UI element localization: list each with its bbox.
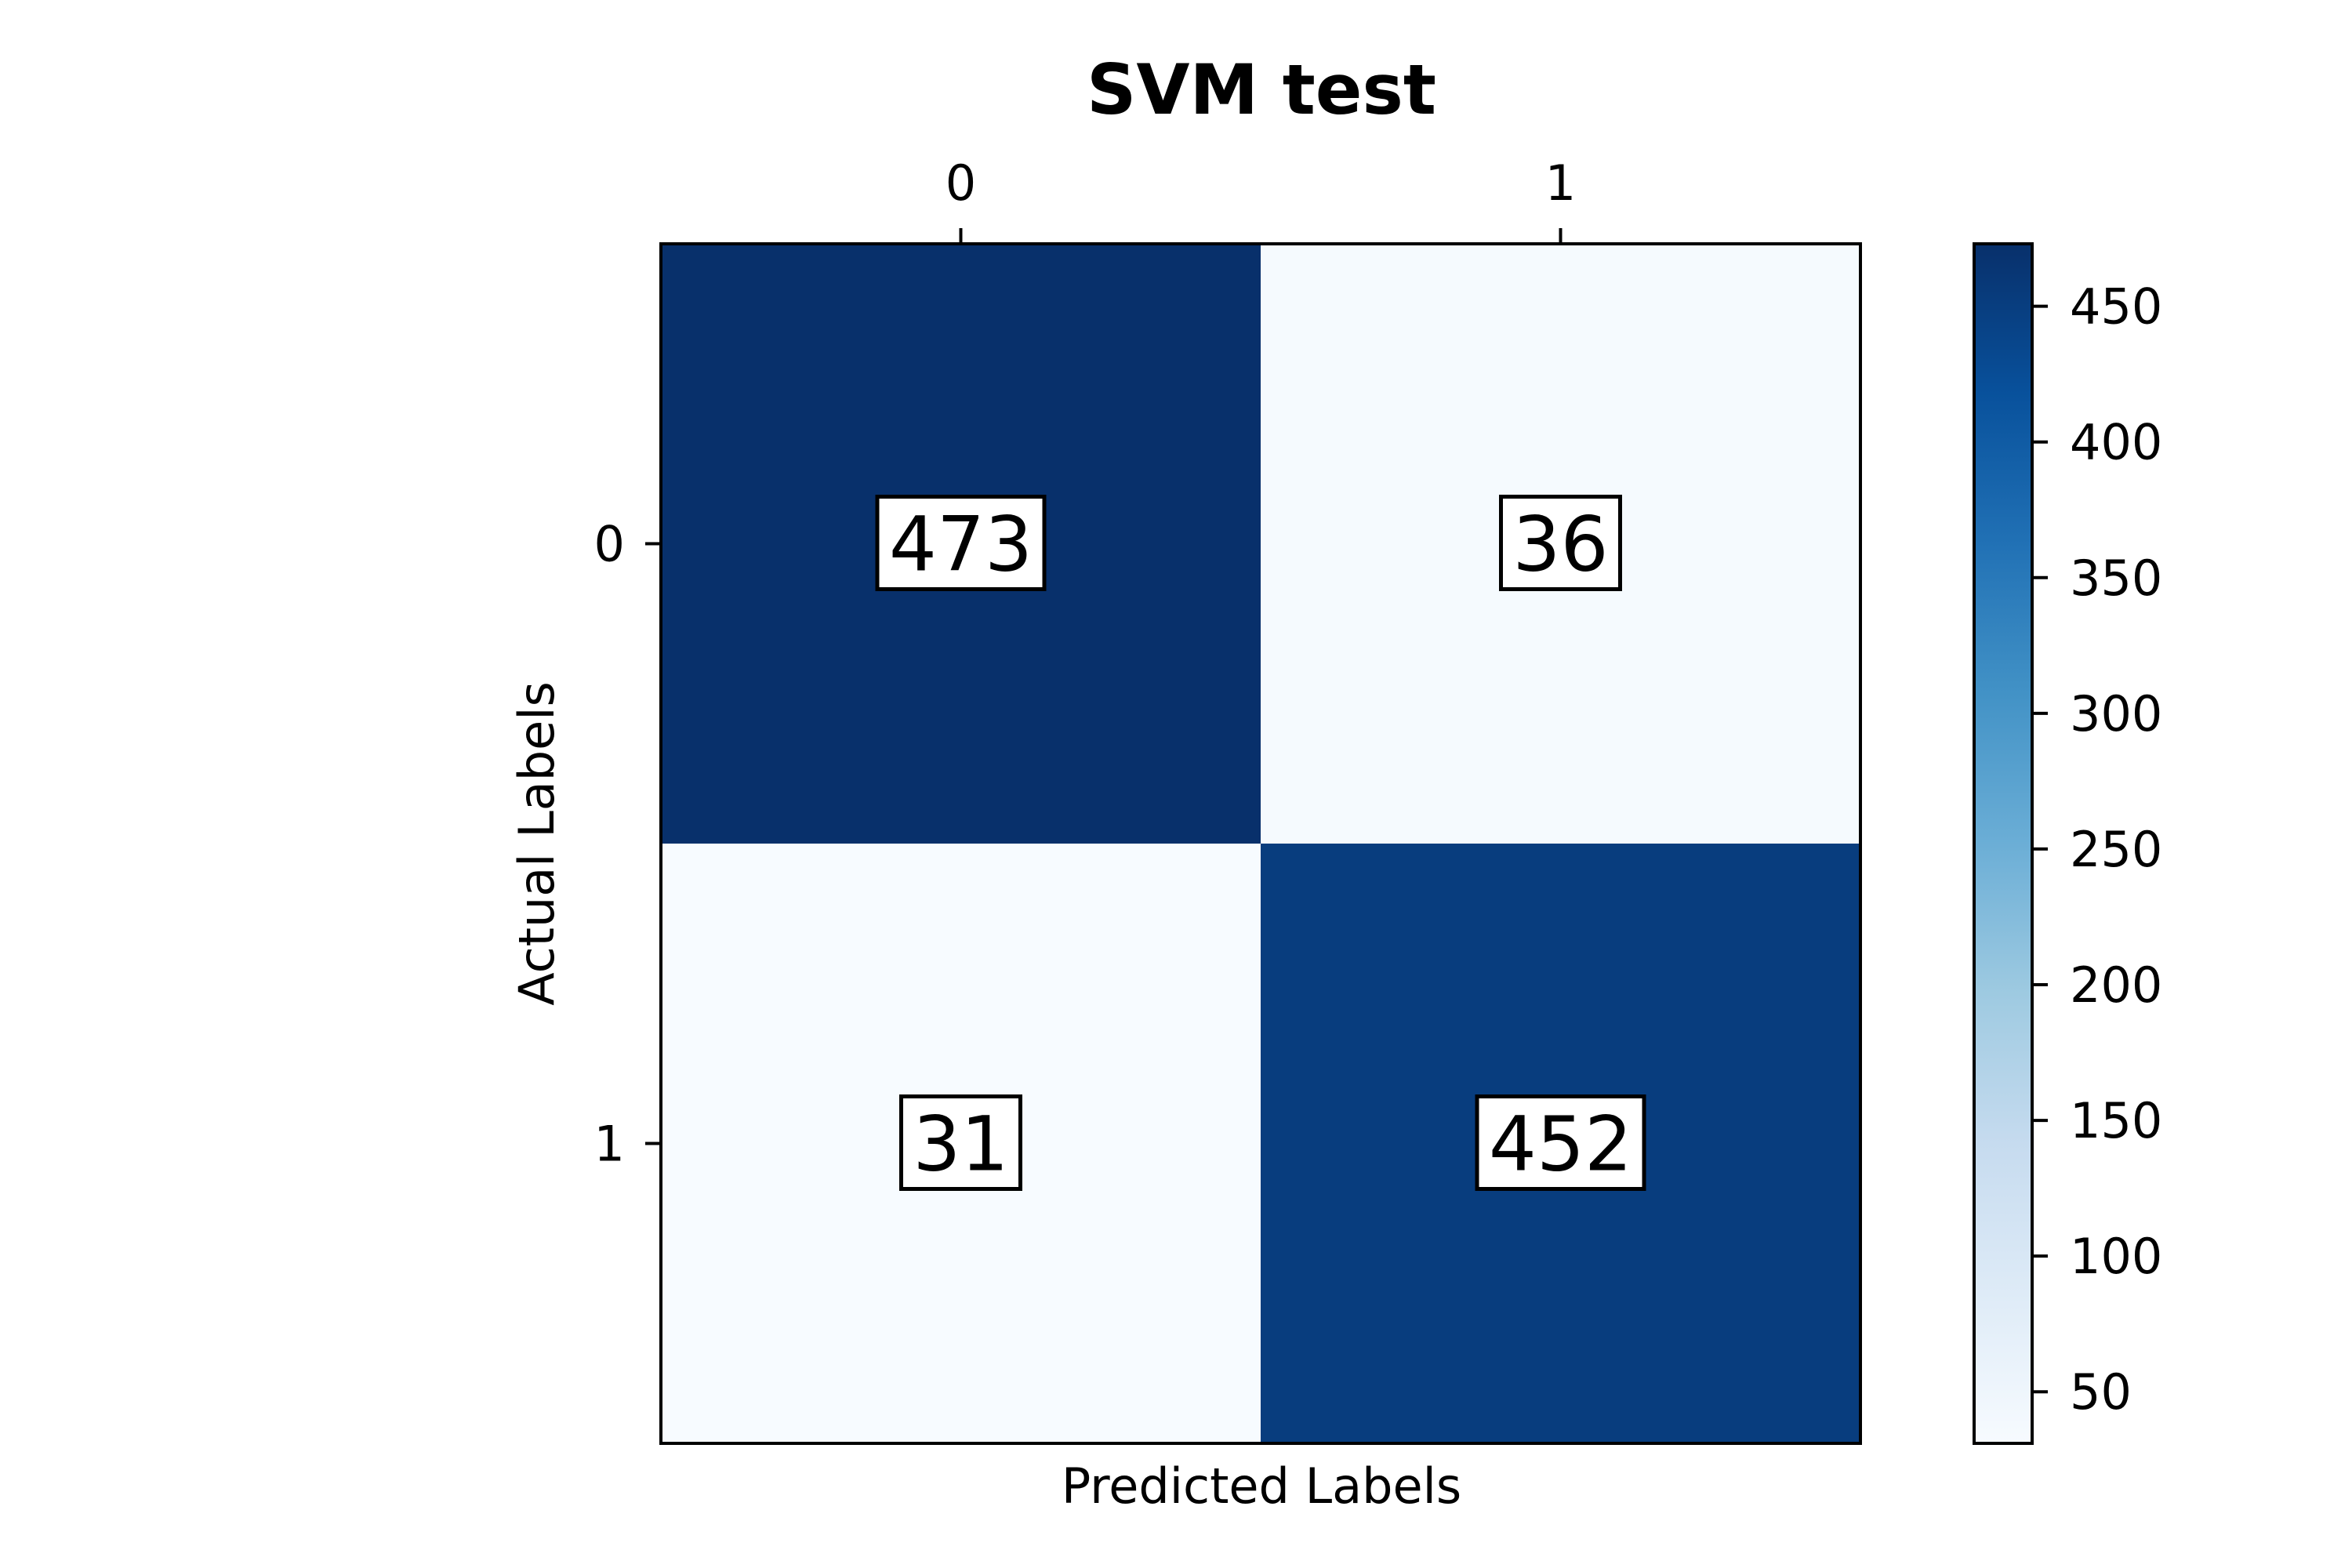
colorbar-tick-label: 150	[2070, 1092, 2162, 1149]
cell-label-group: 36	[1499, 495, 1622, 591]
colorbar-tick-label: 250	[2070, 821, 2162, 878]
cell-label-group: 473	[875, 495, 1047, 591]
cell-value-label: 31	[913, 1101, 1008, 1189]
chart-title: SVM test	[1087, 49, 1436, 130]
colorbar-tick-label: 400	[2070, 414, 2162, 471]
cell-annotations: 473 36 31 452	[875, 495, 1646, 1191]
x-axis-label: Predicted Labels	[1062, 1457, 1461, 1515]
cell-label-box	[899, 1094, 1022, 1191]
cell-label-group: 31	[899, 1094, 1022, 1191]
cell-label-box	[1475, 1094, 1646, 1191]
y-tick-label: 1	[594, 1116, 625, 1173]
colorbar-tick-label: 50	[2070, 1363, 2132, 1421]
colorbar-tick-label: 350	[2070, 550, 2162, 607]
colorbar-tick-label: 300	[2070, 685, 2162, 742]
x-tick-label: 0	[946, 154, 976, 212]
heatmap-cells	[661, 244, 1861, 1444]
cell-value-label: 452	[1489, 1101, 1632, 1189]
colorbar-ticks: 50 100 150 200 250 300 350 400 450	[2032, 278, 2162, 1421]
x-tick-label: 1	[1545, 154, 1576, 212]
y-axis-ticks: 01	[594, 516, 661, 1173]
y-tick-label: 0	[594, 516, 625, 573]
colorbar-tick-label: 100	[2070, 1228, 2162, 1285]
colorbar-tick-label: 200	[2070, 956, 2162, 1014]
cell-label-box	[875, 495, 1047, 591]
colorbar-tick-label: 450	[2070, 278, 2162, 336]
cell-value-label: 473	[889, 501, 1033, 589]
cell-label-group: 452	[1475, 1094, 1646, 1191]
y-axis-label: Actual Labels	[508, 681, 565, 1006]
cell-label-box	[1499, 495, 1622, 591]
plot-frame	[659, 242, 1862, 1445]
cell-value-label: 36	[1512, 501, 1608, 589]
colorbar	[1973, 242, 2034, 1445]
